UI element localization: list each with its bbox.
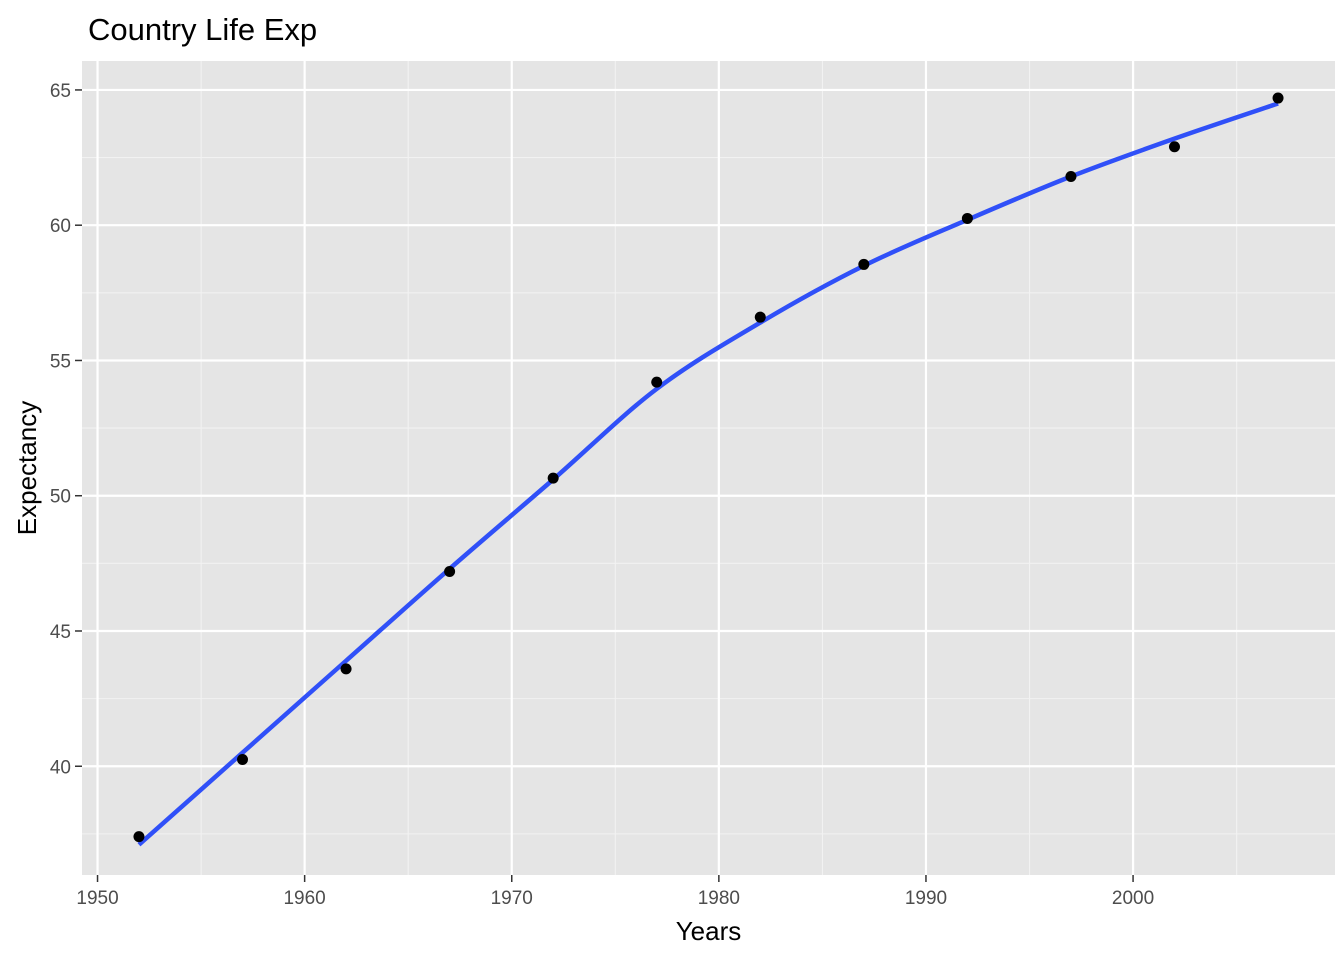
data-point bbox=[858, 258, 870, 270]
x-axis: 1950 1960 1970 1980 1990 2000 bbox=[76, 875, 1154, 909]
x-axis-title: Years bbox=[676, 916, 742, 946]
data-point bbox=[133, 831, 145, 843]
data-point bbox=[340, 663, 352, 675]
data-point bbox=[1168, 141, 1180, 153]
y-tick-label: 40 bbox=[50, 757, 71, 778]
y-axis: 40 45 50 55 60 65 bbox=[50, 81, 82, 778]
x-tick-label: 1990 bbox=[905, 888, 947, 909]
chart-title: Country Life Exp bbox=[88, 12, 317, 47]
x-tick-label: 1950 bbox=[76, 888, 118, 909]
data-point bbox=[651, 376, 663, 388]
data-point bbox=[961, 212, 973, 224]
x-tick-label: 1980 bbox=[698, 888, 740, 909]
data-points-layer bbox=[133, 92, 1284, 843]
data-point bbox=[547, 472, 559, 484]
y-axis-title: Expectancy bbox=[12, 401, 42, 535]
data-point bbox=[1065, 171, 1077, 183]
minor-gridlines bbox=[82, 61, 1335, 875]
y-tick-label: 50 bbox=[50, 487, 71, 508]
y-tick-label: 60 bbox=[50, 216, 71, 237]
data-point bbox=[1272, 92, 1284, 104]
y-tick-label: 55 bbox=[50, 351, 71, 372]
plot-panel bbox=[82, 61, 1335, 875]
y-tick-label: 45 bbox=[50, 622, 71, 643]
x-tick-label: 1960 bbox=[283, 888, 325, 909]
x-tick-label: 1970 bbox=[491, 888, 533, 909]
y-tick-label: 65 bbox=[50, 81, 71, 102]
data-point bbox=[444, 565, 456, 577]
data-point bbox=[754, 311, 766, 323]
data-point bbox=[237, 753, 249, 765]
x-tick-label: 2000 bbox=[1112, 888, 1154, 909]
major-gridlines bbox=[82, 61, 1335, 875]
